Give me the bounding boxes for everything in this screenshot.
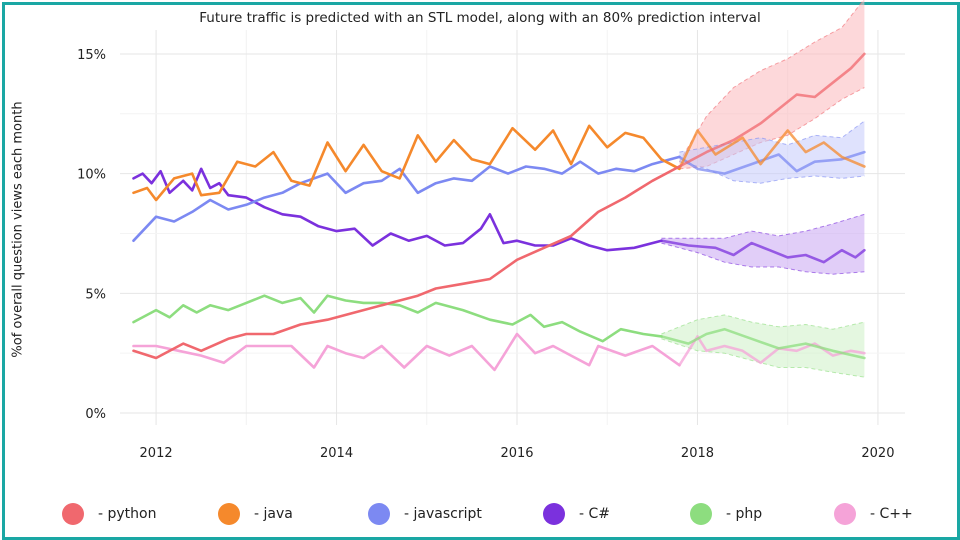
chart-title: Future traffic is predicted with an STL …: [199, 10, 761, 26]
interval-lower-line: [679, 161, 865, 184]
x-tick-label: 2014: [320, 446, 353, 461]
interval-lower-line: [661, 242, 865, 275]
series-line-csharp: [132, 167, 663, 252]
interval-band-php: [661, 314, 865, 378]
x-tick-label: 2012: [140, 446, 173, 461]
legend-swatch: [368, 503, 390, 525]
series-line-php: [132, 294, 663, 343]
y-tick-label: 10%: [77, 168, 106, 183]
interval-band-python: [679, 0, 865, 169]
legend-item-python[interactable]: - python: [62, 500, 156, 528]
interval-upper-line: [678, 0, 865, 162]
legend-swatch: [834, 503, 856, 525]
interval-upper-line: [661, 314, 865, 335]
interval-lower-line: [679, 87, 865, 170]
legend-label: - C#: [579, 506, 611, 522]
y-tick-label: 0%: [85, 407, 106, 422]
legend-label: - php: [726, 506, 763, 522]
legend-label: - python: [98, 506, 157, 522]
forecast-line-python: [678, 52, 866, 168]
x-tick-label: 2018: [681, 446, 714, 461]
legend-item-php[interactable]: - php: [690, 500, 762, 528]
series-line-javascript: [132, 155, 681, 242]
tick-labels: 2012 2014 2016 2018 2020 0% 5% 10% 15%: [77, 48, 894, 461]
legend-swatch: [690, 503, 712, 525]
series-line-java: [132, 124, 681, 202]
legend-label: - javascript: [404, 506, 482, 522]
forecast-line-javascript: [678, 150, 866, 175]
interval-lower-line: [661, 338, 865, 378]
prediction-intervals: [661, 0, 865, 378]
legend-item-java[interactable]: - java: [218, 500, 293, 528]
legend-item-javascript[interactable]: - javascript: [368, 500, 482, 528]
legend-swatch: [218, 503, 240, 525]
forecast-line-cpp: [678, 335, 866, 367]
legend-item-cpp[interactable]: - C++: [834, 500, 913, 528]
legend-label: - java: [254, 506, 293, 522]
legend-item-csharp[interactable]: - C#: [543, 500, 610, 528]
legend-swatch: [543, 503, 565, 525]
interval-upper-line: [661, 213, 865, 239]
y-tick-label: 5%: [85, 287, 106, 302]
forecast-line-csharp: [660, 239, 866, 264]
y-tick-label: 15%: [77, 48, 106, 63]
legend-label: - C++: [870, 506, 913, 522]
forecast-line-php: [660, 327, 866, 360]
series-lines: [132, 52, 866, 372]
legend-swatch: [62, 503, 84, 525]
series-line-python: [132, 165, 681, 360]
x-tick-label: 2020: [861, 446, 894, 461]
interval-upper-line: [679, 120, 865, 153]
series-line-cpp: [132, 332, 681, 372]
x-tick-label: 2016: [500, 446, 533, 461]
forecast-line-java: [678, 129, 866, 171]
